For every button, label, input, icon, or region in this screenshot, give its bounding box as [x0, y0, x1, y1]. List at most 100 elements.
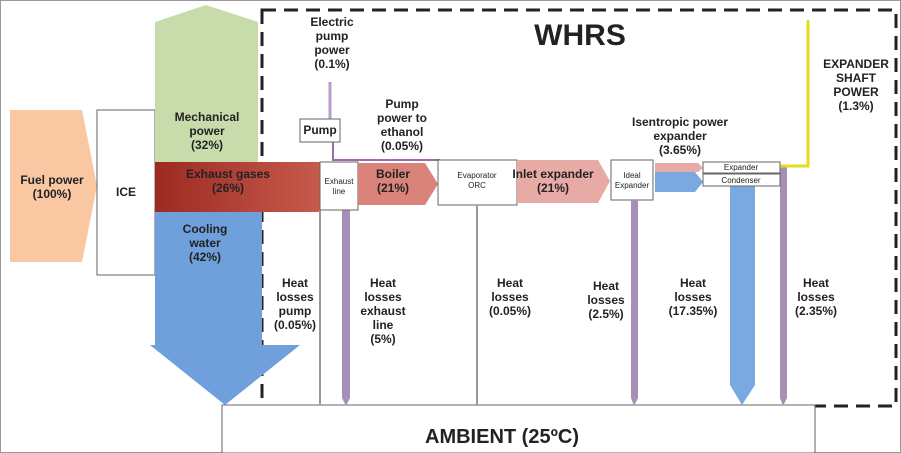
loss-cond-arrow [730, 186, 755, 405]
label-line: losses [587, 293, 625, 307]
label-line: Condenser [721, 176, 760, 185]
loss-cond-label: Heat losses (17.35%) [669, 276, 718, 318]
expander-arrow [655, 163, 703, 172]
ideal-expander-label: Ideal Expander [615, 171, 650, 190]
label-line: (2.35%) [795, 304, 837, 318]
mechanical-label: Mechanical power (32%) [175, 110, 240, 152]
shaft-line [780, 20, 810, 168]
ambient-label: AMBIENT (25ºC) [425, 426, 579, 448]
electric-pump-label: Electric pump power (0.1%) [310, 15, 354, 71]
label-line: Boiler [376, 167, 410, 181]
label-line: Inlet expander [512, 167, 594, 181]
loss-pump-label: Heat losses pump (0.05%) [274, 276, 316, 332]
loss-exp-arrow [780, 165, 787, 406]
label-line: Heat [282, 276, 308, 290]
ambient-box [221, 404, 816, 453]
label-line: Heat [497, 276, 523, 290]
loss-ideal-label: Heat losses (2.5%) [587, 279, 625, 321]
evaporator-label: Evaporator ORC [457, 171, 496, 190]
label-line: (3.65%) [659, 143, 701, 157]
label-line: Heat [803, 276, 829, 290]
label-line: losses [674, 290, 712, 304]
label-line: losses [276, 290, 314, 304]
label-line: ethanol [381, 125, 424, 139]
label-line: (17.35%) [669, 304, 718, 318]
label-line: Heat [680, 276, 706, 290]
label-line: Exhaust [325, 177, 355, 186]
exhaust-line-box [319, 161, 359, 211]
isentropic-label: Isentropic power expander (3.65%) [632, 115, 728, 157]
boiler-arrow [358, 163, 438, 205]
label-line: Evaporator [457, 171, 496, 180]
label-line: (1.3%) [838, 99, 873, 113]
loss-exp-label: Heat losses (2.35%) [795, 276, 837, 318]
label-line: Mechanical [175, 110, 240, 124]
label-line: (2.5%) [588, 307, 623, 321]
label-line: EXPANDER [823, 57, 889, 71]
label-line: (42%) [189, 250, 221, 264]
label-line: (0.05%) [489, 304, 531, 318]
condenser-arrow [655, 172, 703, 192]
inlet-expander-label: Inlet expander (21%) [512, 167, 594, 195]
label-line: Expander [615, 181, 650, 190]
label-line: (21%) [377, 181, 409, 195]
label-line: exhaust [360, 304, 405, 318]
label-line: power to [377, 111, 427, 125]
label-line: power [314, 43, 350, 57]
expander-label: Expander [724, 163, 759, 172]
exhaust-arrow [155, 162, 320, 212]
pump-box [299, 118, 341, 143]
label-line: POWER [833, 85, 879, 99]
ice-box [96, 109, 156, 276]
ideal-expander-box [610, 159, 654, 201]
label-line: ICE [116, 185, 136, 199]
label-line: (100%) [33, 187, 72, 201]
label-line: Fuel power [20, 173, 84, 187]
shaft-label: EXPANDER SHAFT POWER (1.3%) [823, 57, 889, 113]
loss-ideal-arrow [631, 200, 638, 406]
label-line: water [188, 236, 221, 250]
label-line: Pump [385, 97, 418, 111]
label-line: SHAFT [836, 71, 877, 85]
pump-power-label: Pump power to ethanol (0.05%) [377, 97, 427, 153]
label-line: Electric [310, 15, 354, 29]
label-line: Exhaust gases [186, 167, 270, 181]
label-line: losses [364, 290, 402, 304]
label-line: losses [491, 290, 529, 304]
exhaust-gases-label: Exhaust gases (26%) [186, 167, 270, 195]
label-line: Expander [724, 163, 759, 172]
inlet-arrow [517, 160, 610, 203]
label-line: losses [797, 290, 835, 304]
fuel-arrow [10, 110, 97, 262]
label-line: Isentropic power [632, 115, 728, 129]
cooling-arrow [150, 212, 300, 405]
pump-ethanol-line [332, 142, 440, 161]
pump-label: Pump [303, 123, 336, 137]
loss-exhaust-arrow [342, 210, 350, 406]
label-line: Ideal [623, 171, 641, 180]
label-line: Pump [303, 123, 336, 137]
label-line: (32%) [191, 138, 223, 152]
fuel-label: Fuel power (100%) [20, 173, 84, 201]
label-line: (21%) [537, 181, 569, 195]
condenser-label: Condenser [721, 176, 760, 185]
label-line: (0.05%) [381, 139, 423, 153]
cooling-label: Cooling water (42%) [183, 222, 228, 264]
boiler-label: Boiler (21%) [376, 167, 410, 195]
label-line: pump [279, 304, 312, 318]
label-line: (0.1%) [314, 57, 349, 71]
label-line: pump [316, 29, 349, 43]
label-line: Cooling [183, 222, 228, 236]
label-line: line [373, 318, 394, 332]
label-line: line [333, 187, 346, 196]
exhaust-line-label: Exhaust line [325, 177, 355, 196]
label-line: power [189, 124, 225, 138]
label-line: Heat [370, 276, 396, 290]
label-line: expander [653, 129, 707, 143]
ice-label: ICE [116, 185, 136, 199]
mechanical-arrow [155, 5, 258, 162]
expander-box [702, 161, 781, 174]
label-line: (0.05%) [274, 318, 316, 332]
label-line: Heat [593, 279, 619, 293]
